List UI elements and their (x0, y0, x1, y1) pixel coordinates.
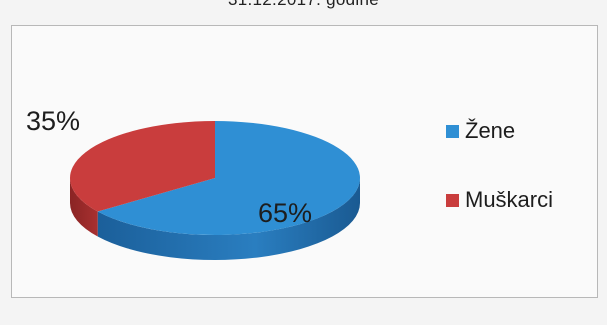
legend-swatch-muskarci (446, 193, 459, 207)
data-label-zene: 65% (258, 198, 312, 228)
pie-side-muskarci (70, 178, 98, 237)
data-label-muskarci: 35% (26, 106, 80, 136)
legend-label-muskarci: Muškarci (465, 187, 554, 212)
legend-item-zene: Žene (446, 118, 515, 144)
pie-slice-muskarci (70, 121, 215, 212)
legend-item-muskarci: Muškarci (446, 187, 553, 213)
legend-label-zene: Žene (465, 118, 516, 143)
pie-slice-zene (97, 121, 360, 235)
legend-swatch-zene (446, 124, 459, 138)
chart-title: 31.12.2017. godine (0, 0, 607, 10)
pie-side-zene (97, 178, 360, 260)
